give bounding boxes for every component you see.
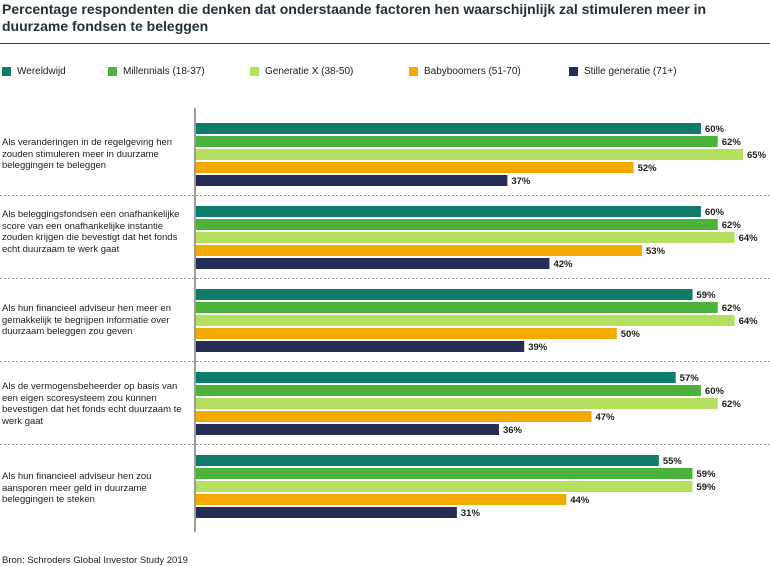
value-label-babyboomers-group-3: 50%: [621, 329, 641, 340]
value-label-millennials-group-4: 60%: [705, 386, 725, 397]
value-label-millennials-group-2: 62%: [722, 220, 742, 231]
legend-label-generatie-x: Generatie X (38-50): [265, 66, 354, 77]
category-label-informatie-adviseur: Als hun financieel adviseur hen meer en …: [2, 303, 171, 337]
value-label-babyboomers-group-5: 44%: [570, 495, 590, 506]
bar-stille-generatie-group-2: [196, 258, 550, 269]
legend-swatch-stille-generatie: [569, 67, 578, 76]
bar-wereldwijd-group-5: [196, 455, 659, 466]
bar-millennials-group-2: [196, 219, 718, 230]
bar-babyboomers-group-1: [196, 162, 634, 173]
legend-label-millennials: Millennials (18-37): [123, 66, 205, 77]
bar-babyboomers-group-2: [196, 245, 643, 256]
bar-wereldwijd-group-2: [196, 206, 701, 217]
bar-generatie-x-group-3: [196, 315, 735, 326]
value-label-millennials-group-1: 62%: [722, 137, 742, 148]
value-label-millennials-group-5: 59%: [697, 469, 717, 480]
bar-generatie-x-group-2: [196, 232, 735, 243]
legend-item-babyboomers: Babyboomers (51-70): [409, 66, 521, 77]
value-label-stille-generatie-group-2: 42%: [553, 259, 573, 270]
group-separators: [0, 195, 770, 445]
title-divider: [0, 43, 770, 44]
value-label-wereldwijd-group-5: 55%: [663, 456, 683, 467]
legend-swatch-generatie-x: [250, 67, 259, 76]
bar-generatie-x-group-5: [196, 481, 693, 492]
value-label-wereldwijd-group-4: 57%: [680, 373, 700, 384]
bar-babyboomers-group-3: [196, 328, 617, 339]
value-label-babyboomers-group-2: 53%: [646, 246, 666, 257]
legend: Wereldwijd Millennials (18-37) Generatie…: [0, 66, 770, 82]
legend-item-generatie-x: Generatie X (38-50): [250, 66, 353, 77]
value-label-millennials-group-3: 62%: [722, 303, 742, 314]
bar-wereldwijd-group-4: [196, 372, 676, 383]
legend-swatch-millennials: [108, 67, 117, 76]
value-label-generatie-x-group-5: 59%: [697, 482, 717, 493]
bar-millennials-group-4: [196, 385, 701, 396]
legend-swatch-babyboomers: [409, 67, 418, 76]
category-label-aansporen-adviseur: Als hun financieel adviseur hen zou aans…: [2, 471, 152, 505]
bar-millennials-group-5: [196, 468, 693, 479]
value-label-wereldwijd-group-2: 60%: [705, 207, 725, 218]
bar-wereldwijd-group-1: [196, 123, 701, 134]
value-label-stille-generatie-group-3: 39%: [528, 342, 548, 353]
value-label-generatie-x-group-3: 64%: [739, 316, 759, 327]
category-label-eigen-scoresysteem: Als de vermogensbeheerder op basis van e…: [2, 381, 182, 427]
legend-label-babyboomers: Babyboomers (51-70): [424, 66, 521, 77]
legend-item-millennials: Millennials (18-37): [108, 66, 205, 77]
value-label-generatie-x-group-2: 64%: [739, 233, 759, 244]
category-label-regelgeving: Als veranderingen in de regelgeving hen …: [2, 137, 173, 171]
value-label-stille-generatie-group-1: 37%: [511, 176, 531, 187]
bar-millennials-group-1: [196, 136, 718, 147]
bar-babyboomers-group-4: [196, 411, 592, 422]
chart-title: Percentage respondenten die denken dat o…: [2, 1, 707, 34]
bar-stille-generatie-group-5: [196, 507, 457, 518]
bar-generatie-x-group-1: [196, 149, 743, 160]
bar-wereldwijd-group-3: [196, 289, 693, 300]
bars-group: 60% 62% 65% 52% 37% 60% 62% 64% 53% 42% 59% 62% 64% 5…: [196, 123, 767, 519]
bar-babyboomers-group-5: [196, 494, 567, 505]
bar-stille-generatie-group-4: [196, 424, 499, 435]
legend-item-wereldwijd: Wereldwijd: [2, 66, 66, 77]
value-label-wereldwijd-group-1: 60%: [705, 124, 725, 135]
source-note: Bron: Schroders Global Investor Study 20…: [2, 555, 188, 566]
category-label-onafhankelijke-score: Als beleggingsfondsen een onafhankelijke…: [2, 209, 180, 255]
bar-stille-generatie-group-3: [196, 341, 525, 352]
value-label-stille-generatie-group-4: 36%: [503, 425, 523, 436]
bar-generatie-x-group-4: [196, 398, 718, 409]
value-label-wereldwijd-group-3: 59%: [697, 290, 717, 301]
bar-millennials-group-3: [196, 302, 718, 313]
legend-label-stille-generatie: Stille generatie (71+): [584, 66, 677, 77]
value-label-stille-generatie-group-5: 31%: [461, 508, 481, 519]
legend-item-stille-generatie: Stille generatie (71+): [569, 66, 677, 77]
value-label-babyboomers-group-1: 52%: [638, 163, 658, 174]
legend-swatch-wereldwijd: [2, 67, 11, 76]
legend-label-wereldwijd: Wereldwijd: [17, 66, 66, 77]
value-label-babyboomers-group-4: 47%: [596, 412, 616, 423]
bar-stille-generatie-group-1: [196, 175, 508, 186]
value-label-generatie-x-group-1: 65%: [747, 150, 767, 161]
value-label-generatie-x-group-4: 62%: [722, 399, 742, 410]
